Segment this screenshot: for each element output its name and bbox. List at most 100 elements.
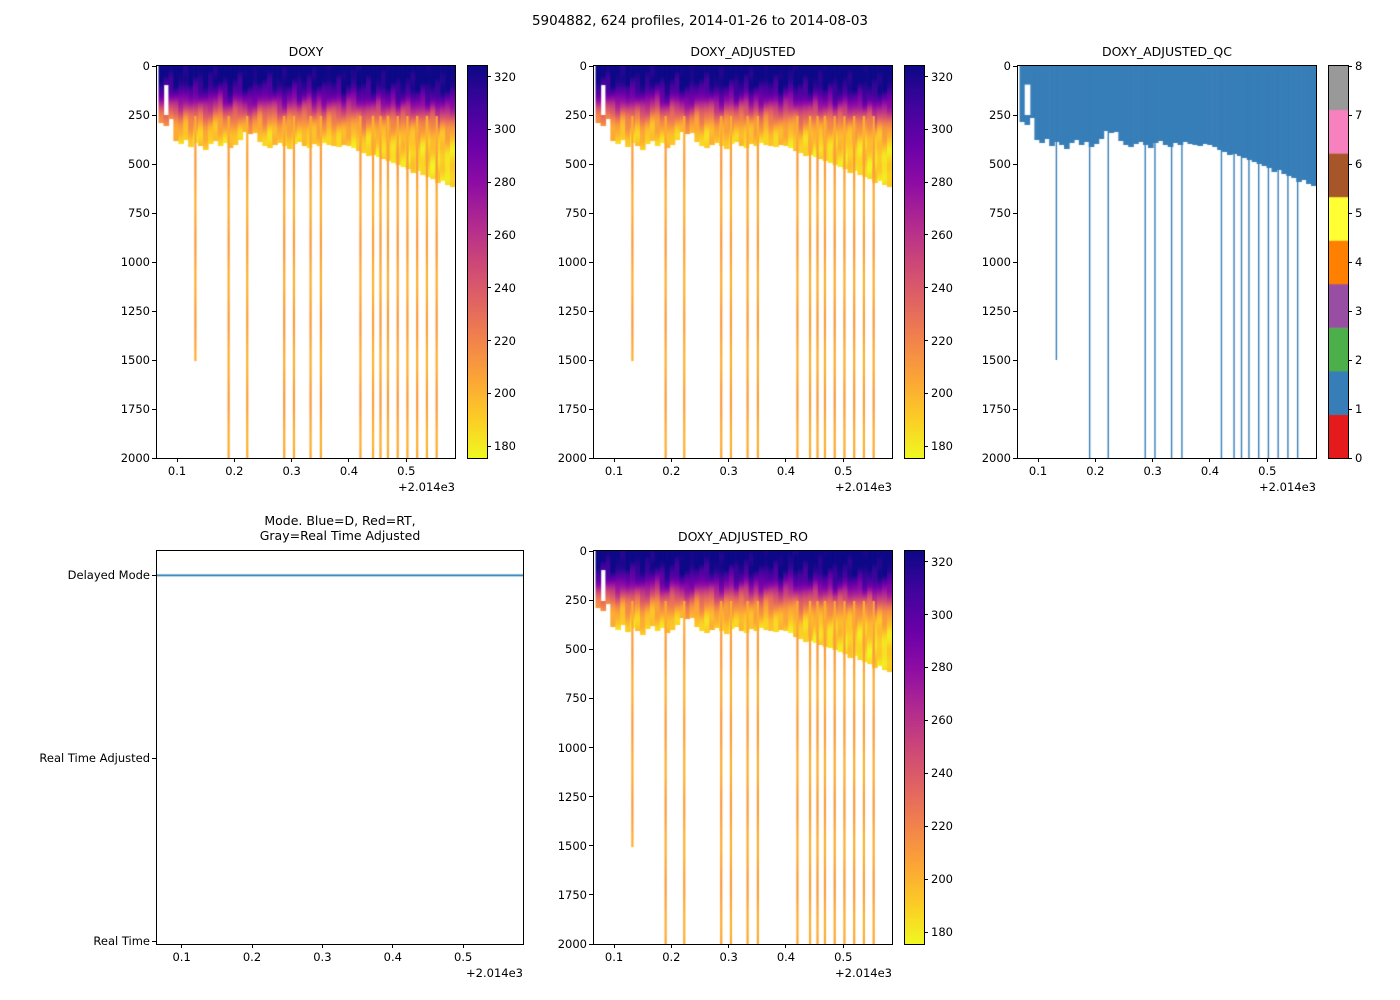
colorbar-tick-label: 1 [1355,402,1363,416]
x-tick-label: 0.5 [834,950,853,964]
x-tickmark [842,944,844,948]
figure-title: 5904882, 624 profiles, 2014-01-26 to 201… [531,13,869,29]
colorbar-tick-label: 7 [1355,108,1363,122]
y-tickmark [589,408,593,410]
x-tickmark [1209,458,1211,462]
colorbar-tickmark [1349,457,1352,459]
y-tick-label: 1250 [557,789,587,804]
colorbar-tickmark [1349,359,1352,361]
colorbar-tick-label: 5 [1355,206,1363,220]
x-tick-label: 0.5 [834,464,853,478]
y-tick-label: 1500 [981,353,1011,367]
x-tickmark [670,944,672,948]
y-tickmark [589,114,593,116]
x-tickmark [1037,458,1039,462]
x-tickmark [348,458,350,462]
colorbar-tickmark [925,878,928,880]
mode-line-canvas [157,551,523,944]
colorbar-tick-label: 200 [494,386,516,401]
x-tick-label: 0.2 [225,464,244,478]
x-tick-label: 0.4 [776,464,796,478]
doxy-adjusted-ro-colorbar [904,550,925,945]
y-tick-label: 2000 [557,451,587,465]
colorbar-tickmark [488,76,491,78]
doxy-adjusted-ro-heatmap-canvas [594,551,892,944]
x-tickmark [1266,458,1268,462]
colorbar-tickmark [925,76,928,78]
y-tickmark [1013,359,1017,361]
y-tick-label: 1250 [120,304,150,318]
y-tickmark [152,408,156,410]
y-tickmark [589,359,593,361]
y-tickmark [152,940,156,942]
x-tickmark [785,458,787,462]
colorbar-tick-label: 180 [931,439,953,454]
colorbar-tickmark [925,719,928,721]
colorbar-tickmark [1349,65,1352,67]
x-tickmark [670,458,672,462]
x-tick-label: 0.2 [242,950,262,964]
x-tick-label: 0.2 [662,464,681,478]
y-tick-label: 0 [142,59,150,73]
x-tickmark [176,458,178,462]
y-tickmark [1013,408,1017,410]
y-tick-label: 250 [565,108,587,122]
x-offset-label: +2.014e3 [398,480,455,494]
colorbar-tick-label: 260 [931,227,953,242]
x-tickmark [462,944,464,948]
y-tick-label: 2000 [981,451,1011,465]
x-tickmark [405,458,407,462]
y-tick-label: 1750 [981,402,1011,416]
x-tickmark [785,944,787,948]
y-tickmark [589,845,593,847]
x-tickmark [251,944,253,948]
x-offset-label: +2.014e3 [835,966,892,980]
colorbar-tick-label: 2 [1355,353,1363,367]
y-tick-label: 500 [128,157,150,171]
colorbar-tickmark [925,825,928,827]
colorbar-tick-label: 6 [1355,157,1363,171]
y-tickmark [589,648,593,650]
y-tick-label: 250 [565,593,587,608]
y-tickmark [152,457,156,459]
x-tick-label: 0.2 [662,950,681,964]
y-tick-label: 750 [565,206,587,220]
colorbar-tickmark [488,287,491,289]
y-tick-label: Real Time Adjusted [39,751,150,766]
y-tick-label: 750 [128,206,150,220]
y-tickmark [1013,261,1017,263]
y-tick-label: 1000 [557,255,587,269]
colorbar-tick-label: 300 [931,607,953,622]
x-tickmark [613,458,615,462]
colorbar-tickmark [925,181,928,183]
x-tick-label: 0.3 [719,464,738,478]
y-tick-label: 1500 [557,838,587,853]
y-tick-label: Real Time [93,934,150,949]
colorbar-tick-label: 320 [494,69,516,84]
y-tick-label: Delayed Mode [67,568,150,583]
x-tickmark [181,944,183,948]
y-tickmark [152,574,156,576]
y-tick-label: 750 [989,206,1011,220]
x-tick-label: 0.1 [604,950,624,964]
doxy-adjusted-qc-colorbar-canvas [1329,66,1348,458]
x-tick-label: 0.3 [282,464,301,478]
mode-plot [156,550,524,945]
colorbar-tickmark [1349,261,1352,263]
doxy-adjusted-colorbar-canvas [905,66,924,458]
y-tick-label: 1250 [557,304,587,318]
y-tickmark [1013,212,1017,214]
doxy-adjusted-ro-title: DOXY_ADJUSTED_RO [678,529,808,544]
x-tickmark [842,458,844,462]
y-tickmark [1013,114,1017,116]
y-tickmark [1013,310,1017,312]
x-tick-label: 0.2 [1086,464,1105,478]
y-tick-label: 1750 [557,887,587,902]
y-tick-label: 250 [989,108,1011,122]
colorbar-tickmark [488,128,491,130]
colorbar-tick-label: 280 [931,660,953,675]
doxy-adjusted-ro-plot [593,550,893,945]
colorbar-tick-label: 180 [931,925,953,940]
colorbar-tick-label: 300 [931,122,953,137]
colorbar-tick-label: 240 [931,280,953,295]
